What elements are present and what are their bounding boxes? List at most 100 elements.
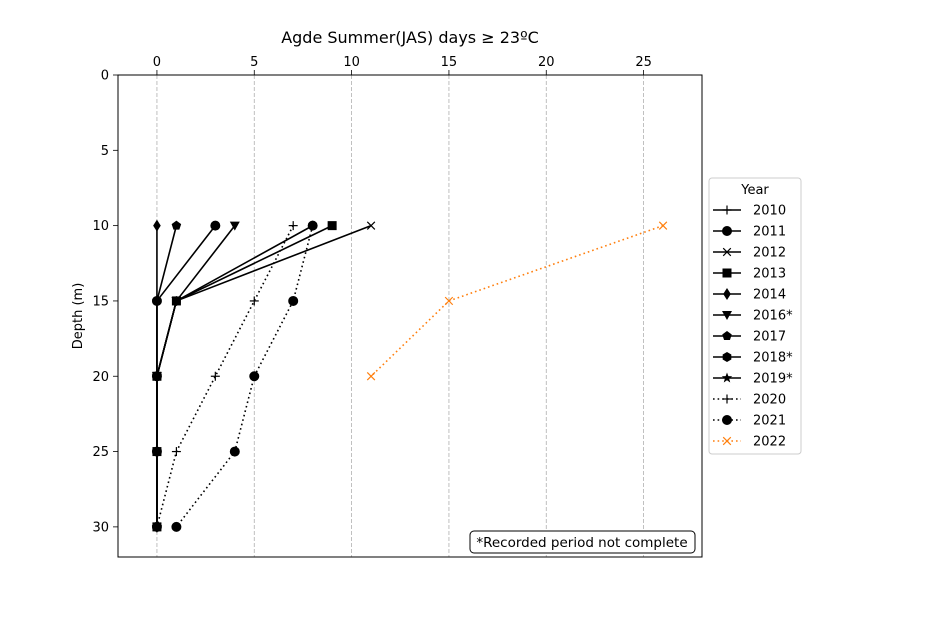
data-point-2021 xyxy=(288,295,299,306)
data-point-2021-shape xyxy=(249,371,260,382)
legend-marker-shape xyxy=(722,331,732,341)
y-tick-label: 10 xyxy=(92,219,109,234)
x-tick-label: 0 xyxy=(153,55,161,70)
y-tick-label: 5 xyxy=(101,144,109,159)
legend-entries: 2010 2011 2012 2013 2014 2016* 2017 2018* 2019* 2… xyxy=(713,204,793,450)
legend-marker-shape xyxy=(722,352,732,362)
legend-label: 2014 xyxy=(753,288,786,303)
legend-label: 2022 xyxy=(753,435,786,450)
legend-marker xyxy=(722,436,732,446)
legend-entry-2022: 2022 xyxy=(713,435,786,450)
legend-entry-2020: 2020 xyxy=(713,393,786,408)
plot-frame xyxy=(117,74,703,558)
data-point-2017-shape xyxy=(152,295,162,305)
note-text: *Recorded period not complete xyxy=(476,535,687,551)
series-line-2020 xyxy=(156,225,294,528)
x-tick-label: 5 xyxy=(250,55,258,70)
legend-box xyxy=(708,177,802,455)
data-point-2021 xyxy=(229,446,240,457)
y-tick-label: 25 xyxy=(92,445,109,460)
series-2020 xyxy=(152,221,298,532)
legend-entry-2016: 2016* xyxy=(713,309,793,324)
data-point-2021 xyxy=(171,521,182,532)
data-point-2021-shape xyxy=(288,295,299,306)
data-point-2020 xyxy=(288,221,298,231)
series-2013 xyxy=(152,221,337,532)
series-line-2021 xyxy=(175,225,314,528)
series-2021 xyxy=(171,220,318,532)
data-point-2021-shape xyxy=(171,521,182,532)
data-point-2019-shape xyxy=(151,370,163,381)
legend-marker xyxy=(722,352,732,362)
legend-marker-shape xyxy=(722,268,732,278)
legend-entry-2014: 2014 xyxy=(713,288,786,303)
legend-marker xyxy=(722,268,732,278)
data-point-2020 xyxy=(171,447,181,457)
data-point-2022 xyxy=(444,296,454,306)
data-point-2022 xyxy=(366,372,376,381)
data-point-2021 xyxy=(249,371,260,382)
legend-title: Year xyxy=(740,183,769,198)
series-layer xyxy=(151,219,668,533)
legend-marker-shape xyxy=(722,415,732,425)
data-point-2019 xyxy=(151,370,163,381)
series-line-2016 xyxy=(156,225,236,377)
data-point-2017 xyxy=(171,220,182,230)
legend-marker xyxy=(722,205,732,215)
data-point-2022-shape xyxy=(366,372,376,381)
legend-label: 2010 xyxy=(753,204,786,219)
legend-label: 2019* xyxy=(753,372,793,387)
legend-entry-2012: 2012 xyxy=(713,246,786,261)
data-point-2021-shape xyxy=(307,220,318,231)
series-line-2013 xyxy=(156,224,333,527)
series-line-2022 xyxy=(370,224,664,377)
series-line-2011 xyxy=(156,225,216,527)
legend-label: 2020 xyxy=(753,393,786,408)
legend-entry-2013: 2013 xyxy=(713,267,786,282)
legend-marker xyxy=(722,226,732,236)
y-tick-label: 20 xyxy=(92,370,109,385)
chart-title: Agde Summer(JAS) days ≥ 23ºC xyxy=(281,28,539,47)
data-point-2020 xyxy=(152,522,162,532)
data-point-2020 xyxy=(210,371,220,381)
data-point-2021-shape xyxy=(229,446,240,457)
legend-marker-shape xyxy=(722,226,732,236)
data-point-2020 xyxy=(249,296,259,306)
legend-label: 2018* xyxy=(753,351,793,366)
data-point-2022 xyxy=(658,221,668,230)
series-2012 xyxy=(152,221,376,532)
legend-entry-2019: 2019* xyxy=(713,372,793,387)
legend: Year 201020112012201320142016*20172018*2… xyxy=(708,177,802,455)
data-point-2013-shape xyxy=(327,221,337,231)
data-point-2021 xyxy=(307,220,318,231)
x-tick-label: 10 xyxy=(343,55,360,70)
grid-layer xyxy=(156,75,644,557)
legend-label: 2021 xyxy=(753,414,786,429)
legend-label: 2011 xyxy=(753,225,786,240)
legend-marker xyxy=(722,247,732,257)
data-point-2016 xyxy=(229,221,240,231)
data-point-2022-shape xyxy=(658,221,668,230)
legend-marker xyxy=(721,372,733,383)
y-axis-label: Depth (m) xyxy=(71,283,86,350)
legend-label: 2012 xyxy=(753,246,786,261)
legend-marker-shape xyxy=(722,247,732,257)
data-point-2014-shape xyxy=(153,219,161,232)
legend-entry-2010: 2010 xyxy=(713,204,786,219)
series-2016 xyxy=(151,221,240,382)
data-point-2017 xyxy=(152,295,162,305)
data-point-2012-shape xyxy=(366,221,376,230)
x-tick-label: 15 xyxy=(441,55,458,70)
legend-marker xyxy=(722,311,732,320)
data-point-2011-shape xyxy=(210,220,221,231)
x-tick-label: 25 xyxy=(635,55,652,70)
data-point-2012 xyxy=(366,221,376,230)
legend-entry-2017: 2017 xyxy=(713,330,786,345)
note-box: *Recorded period not complete xyxy=(469,530,696,554)
legend-entry-2021: 2021 xyxy=(713,414,786,429)
data-point-2014 xyxy=(153,219,161,232)
y-tick-label: 0 xyxy=(101,69,109,84)
data-point-2019-shape xyxy=(151,446,163,457)
data-point-2022-shape xyxy=(444,296,454,306)
